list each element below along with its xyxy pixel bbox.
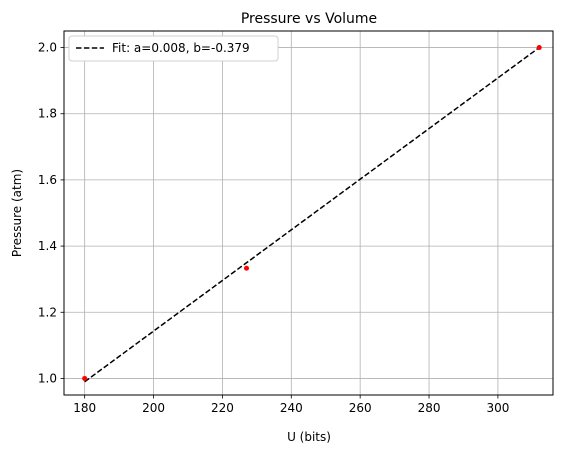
y-tick-label: 1.6 <box>38 173 57 187</box>
data-point <box>536 45 542 51</box>
y-tick-label: 1.4 <box>38 239 57 253</box>
y-tick-label: 1.2 <box>38 305 57 319</box>
chart-title: Pressure vs Volume <box>241 11 377 27</box>
x-tick-label: 220 <box>211 401 234 415</box>
x-axis-label: U (bits) <box>287 430 331 444</box>
fit-line <box>84 46 540 383</box>
y-axis-ticks: 1.0 1.2 1.4 1.6 1.8 2.0 <box>38 41 64 385</box>
y-axis-label: Pressure (atm) <box>10 169 24 257</box>
grid <box>64 31 553 395</box>
x-tick-label: 180 <box>73 401 96 415</box>
legend: Fit: a=0.008, b=-0.379 <box>68 35 279 62</box>
data-points-layer <box>82 45 542 381</box>
x-axis-ticks: 180 200 220 240 260 280 300 <box>73 395 509 415</box>
x-tick-label: 300 <box>486 401 509 415</box>
legend-fit-label: Fit: a=0.008, b=-0.379 <box>112 41 250 55</box>
fit-line-layer <box>84 46 540 383</box>
x-tick-label: 280 <box>418 401 441 415</box>
y-tick-label: 2.0 <box>38 41 57 55</box>
legend-box <box>68 35 279 62</box>
data-point <box>244 265 250 271</box>
y-tick-label: 1.0 <box>38 371 57 385</box>
x-tick-label: 200 <box>142 401 165 415</box>
y-tick-label: 1.8 <box>38 107 57 121</box>
data-point <box>82 375 88 381</box>
x-tick-label: 240 <box>280 401 303 415</box>
plot-frame <box>63 30 554 396</box>
x-tick-label: 260 <box>349 401 372 415</box>
